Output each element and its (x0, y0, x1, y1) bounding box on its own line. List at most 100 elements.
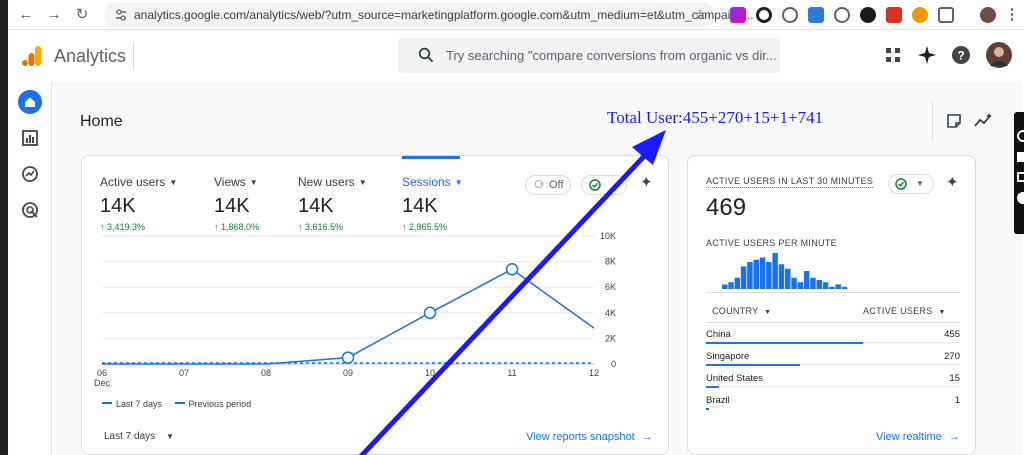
dropdown-arrow-icon: ▼ (165, 432, 174, 441)
metric-label: Active users (100, 175, 166, 189)
share-bar (706, 386, 719, 388)
realtime-count: 469 (706, 194, 747, 221)
x-tick-label: 12 (589, 368, 599, 378)
chart-legend: Last 7 days Previous period (102, 399, 251, 409)
floating-toolbar (1014, 112, 1024, 234)
minute-bar (822, 282, 829, 289)
annotation-arrow (358, 130, 666, 455)
settings-gear-icon[interactable] (1017, 192, 1024, 204)
search-bar[interactable]: Try searching "compare conversions from … (398, 38, 780, 73)
profile-avatar-icon[interactable] (980, 7, 996, 23)
address-bar[interactable]: analytics.google.com/analytics/web/?utm_… (104, 3, 754, 27)
minute-bar (829, 286, 835, 289)
extensions-puzzle-icon[interactable] (938, 7, 954, 23)
minute-bar (797, 282, 804, 289)
help-icon[interactable]: ? (950, 44, 972, 66)
country-column-header[interactable]: COUNTRY ▼ (712, 306, 771, 316)
x-tick-label: 10 (425, 368, 435, 378)
per-minute-bar-chart (722, 253, 848, 289)
home-icon[interactable] (18, 90, 42, 114)
arrow-right-icon: → (948, 431, 960, 443)
table-row[interactable]: China 455 (706, 326, 960, 348)
x-tick-label: 08 (261, 368, 271, 378)
ai-insights-icon[interactable]: ✦ (640, 174, 653, 191)
extension-feather-icon[interactable] (730, 7, 746, 23)
minute-bar (772, 253, 778, 289)
extension-globe2-icon[interactable] (834, 7, 850, 23)
country-name: United States (706, 373, 764, 384)
compare-toggle-label: Off (549, 179, 564, 191)
dropdown-arrow-icon[interactable]: ▼ (169, 178, 178, 187)
extension-orange-icon[interactable] (912, 7, 928, 23)
extension-globe-icon[interactable] (782, 7, 798, 23)
page-title: Home (80, 113, 123, 130)
column-label: COUNTRY (712, 306, 759, 316)
page-tools (932, 102, 1022, 142)
address-url[interactable]: analytics.google.com/analytics/web/?utm_… (134, 8, 754, 22)
extension-k-icon[interactable] (860, 7, 876, 23)
country-name: Brazil (706, 395, 730, 406)
left-navigation-rail (8, 82, 52, 455)
table-row[interactable]: Brazil 1 (706, 392, 960, 414)
compare-toggle[interactable]: ⚆ Off (525, 175, 571, 195)
dropdown-arrow-icon[interactable]: ▼ (358, 178, 367, 187)
data-point (423, 306, 437, 320)
metric-change: 1,868.0% (221, 222, 260, 232)
dropdown-arrow-icon[interactable]: ▼ (454, 178, 463, 187)
realtime-quality-dropdown[interactable]: ▼ (888, 174, 934, 194)
data-point (505, 263, 519, 276)
metric-value: 14K (298, 195, 334, 217)
view-reports-snapshot-link[interactable]: View reports snapshot → (526, 431, 653, 443)
table-row[interactable]: Singapore 270 (706, 348, 960, 370)
minute-bar (740, 266, 747, 289)
bookmark-star-icon[interactable]: ☆ (693, 6, 706, 22)
y-tick-label: 10K (600, 231, 616, 241)
main-content: Home Active users ▼ 14K ↑ 3,419.3% Views ▼… (52, 82, 1022, 455)
view-realtime-link[interactable]: View realtime → (876, 431, 960, 443)
advertising-icon[interactable] (18, 198, 42, 222)
screen-icon[interactable] (1017, 172, 1024, 182)
metric-label: Views (214, 175, 246, 189)
dropdown-arrow-icon[interactable]: ▼ (249, 178, 258, 187)
extension-red-icon[interactable] (886, 7, 902, 23)
video-icon[interactable] (1017, 152, 1024, 162)
y-tick-label: 2K (605, 333, 616, 343)
apps-grid-icon[interactable] (882, 44, 904, 66)
minute-bar (803, 271, 810, 289)
analytics-logo-icon[interactable] (21, 45, 43, 67)
annotation-text: Total User:455+270+15+1+741 (607, 108, 824, 127)
divider (706, 322, 960, 323)
metric-views[interactable]: Views ▼ 14K ↑ 1,868.0% (214, 175, 259, 232)
extension-openai-icon[interactable] (756, 7, 772, 23)
arrow-right-icon: → (641, 431, 653, 443)
camera-icon[interactable] (1017, 130, 1024, 142)
per-minute-label: ACTIVE USERS PER MINUTE (706, 238, 837, 248)
trend-insights-icon[interactable] (973, 112, 993, 130)
explore-icon[interactable] (18, 162, 42, 186)
users-column-header[interactable]: ACTIVE USERS ▼ (863, 306, 946, 316)
browser-menu-icon[interactable]: ⋮ (1004, 6, 1020, 23)
back-icon[interactable]: ← (18, 6, 34, 23)
account-avatar[interactable] (986, 42, 1012, 68)
metric-new-users[interactable]: New users ▼ 14K ↑ 3,616.5% (298, 175, 367, 232)
metric-change: 3,616.5% (305, 222, 344, 232)
sessions-line-chart: 10K 8K 6K 4K 2K 0 06 07 08 09 10 11 12 Dec (94, 231, 616, 388)
reload-icon[interactable]: ↻ (75, 6, 89, 23)
check-circle-icon (589, 179, 601, 191)
table-row[interactable]: United States 15 (706, 370, 960, 392)
minute-bar (835, 284, 841, 289)
browser-window: ← → ↻ analytics.google.com/analytics/web… (8, 0, 1024, 455)
minute-bar (722, 284, 728, 289)
extension-m-icon[interactable] (808, 7, 824, 23)
sparkle-ai-icon[interactable] (916, 44, 938, 66)
forward-icon[interactable]: → (46, 6, 62, 23)
ai-insights-icon[interactable]: ✦ (946, 174, 959, 191)
site-settings-icon[interactable] (114, 8, 128, 22)
insights-note-icon[interactable] (945, 112, 963, 130)
reports-icon[interactable] (18, 126, 42, 150)
metric-sessions[interactable]: Sessions ▼ 14K ↑ 2,865.5% (402, 175, 463, 232)
metric-active-users[interactable]: Active users ▼ 14K ↑ 3,419.3% (100, 175, 177, 232)
date-range-selector[interactable]: Last 7 days ▼ (104, 431, 174, 442)
data-quality-dropdown[interactable] (581, 175, 627, 195)
minute-bar (766, 262, 772, 289)
